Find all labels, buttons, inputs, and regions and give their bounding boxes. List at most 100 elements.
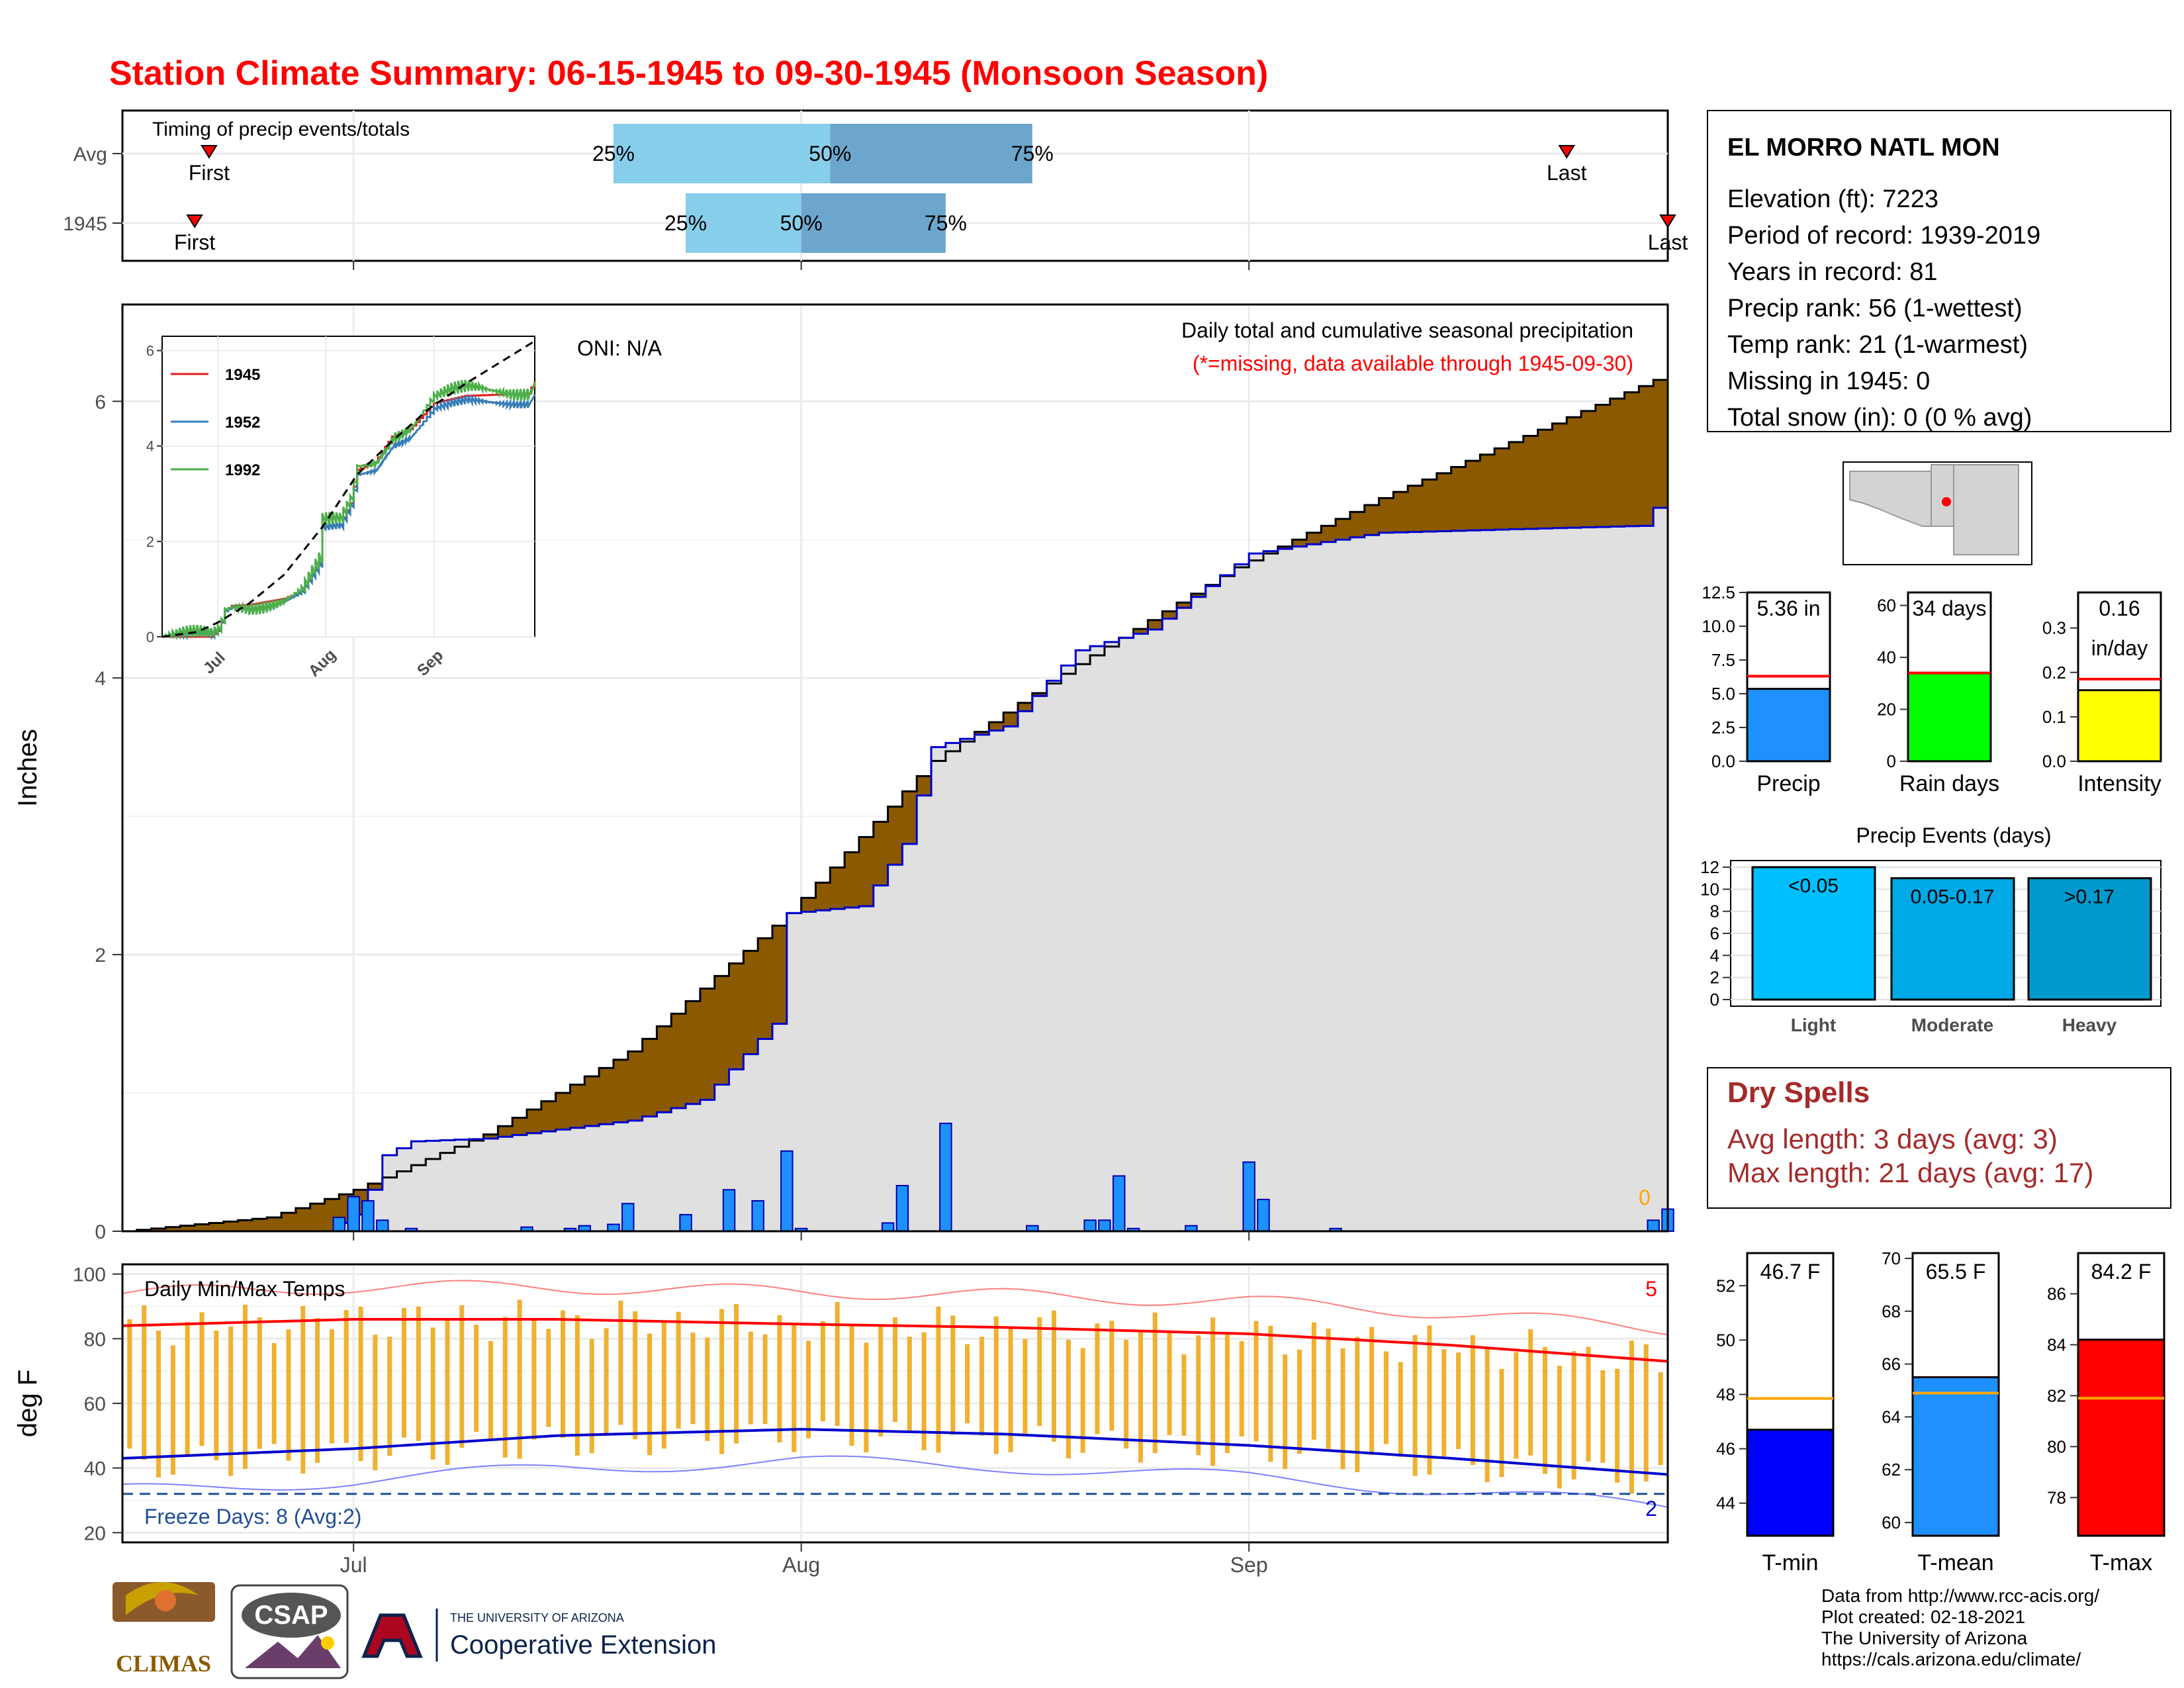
daily-temp-bar [199, 1312, 205, 1446]
station-info-line: Missing in 1945: 0 [1727, 367, 1930, 395]
daily-temp-bar [329, 1329, 334, 1444]
inset-legend-label: 1945 [225, 366, 260, 384]
daily-temp-bar [1239, 1340, 1244, 1437]
daily-temp-bar [1023, 1338, 1028, 1434]
daily-temp-bar [1124, 1339, 1129, 1449]
daily-temp-bar [835, 1301, 840, 1427]
daily-temp-bar [878, 1325, 884, 1437]
temp-bar-tick-label: 60 [1882, 1513, 1901, 1532]
daily-precip-bar [361, 1200, 375, 1233]
ua-logo: THE UNIVERSITY OF ARIZONA Cooperative Ex… [361, 1609, 716, 1662]
daily-precip-bar [722, 1189, 736, 1233]
daily-precip-bar [376, 1219, 389, 1232]
daily-precip-bar [895, 1185, 909, 1233]
daily-temp-bar [1109, 1321, 1115, 1431]
daily-temp-bar [1052, 1310, 1057, 1442]
daily-temp-bar [806, 1340, 811, 1438]
daily-precip-bar [1113, 1175, 1126, 1233]
summary-tick-label: 0.1 [2042, 707, 2066, 727]
timing-first-marker [186, 214, 203, 228]
csap-logo-text: CSAP [254, 1601, 328, 1630]
inset-y-tick-label: 0 [146, 629, 154, 645]
summary-tick-label: 12.5 [1702, 583, 1735, 602]
summary-bar-label: Precip [1756, 771, 1820, 796]
daily-temp-bar [762, 1334, 768, 1425]
daily-temp-bar [531, 1320, 537, 1440]
timing-last-marker [1558, 145, 1576, 159]
precip-panel: 0 2 4 6 Inches ONI: N/A Daily total and cum… [13, 303, 1674, 1243]
daily-temp-bar [1080, 1348, 1085, 1453]
precip-event-range: <0.05 [1788, 875, 1839, 897]
temp-y-tick-label: 60 [84, 1393, 106, 1415]
summary-value-text: 34 days [1912, 596, 1986, 620]
oni-label: ONI: N/A [577, 336, 662, 360]
daily-precip-bar [1647, 1219, 1660, 1232]
daily-temp-bar [1629, 1340, 1634, 1494]
daily-precip-bar [939, 1123, 952, 1232]
temp-bar-tick-label: 70 [1882, 1248, 1901, 1268]
station-info-line: Precip rank: 56 (1-wettest) [1727, 295, 2023, 322]
daily-temp-bar [1297, 1349, 1302, 1454]
summary-tick-label: 2.5 [1711, 718, 1735, 737]
inset-y-tick-label: 4 [146, 438, 154, 455]
observed-cumulative-line [122, 490, 1669, 1233]
footer-line: https://cals.arizona.edu/climate/ [1821, 1649, 2081, 1669]
daily-temp-bar [820, 1321, 825, 1422]
csap-logo: CSAP [230, 1584, 349, 1679]
daily-temp-bar [604, 1328, 609, 1434]
daily-temp-bar [1615, 1368, 1620, 1483]
daily-temp-bar [1311, 1322, 1316, 1440]
daily-precip-bar [1098, 1219, 1111, 1232]
daily-temp-bar [993, 1316, 999, 1454]
precip-y-tick-label: 4 [95, 668, 106, 690]
daily-precip-bar [1083, 1219, 1097, 1232]
temp-bar-tick-label: 44 [1716, 1493, 1735, 1513]
timing-q75-label: 75% [1011, 142, 1054, 165]
daily-temp-bar [156, 1331, 161, 1477]
precip-event-label: Moderate [1911, 1015, 1993, 1035]
daily-precip-bar [347, 1196, 360, 1233]
summary-tick-label: 7.5 [1711, 650, 1735, 670]
daily-temp-bar [1514, 1352, 1519, 1459]
daily-temp-bar [185, 1322, 190, 1455]
daily-temp-bar [1326, 1329, 1331, 1449]
daily-temp-bar [561, 1310, 566, 1438]
daily-temp-bar [1152, 1312, 1158, 1454]
events-tick-label: 12 [1700, 857, 1719, 877]
daily-temp-bar [343, 1310, 349, 1443]
ua-big-text: Cooperative Extension [450, 1630, 716, 1660]
precip-event-range: >0.17 [2064, 886, 2115, 908]
temp-bar-value [2077, 1338, 2165, 1537]
locator-map [1843, 461, 2032, 565]
precip-y-label: Inches [13, 729, 42, 807]
temp-bar-tick-label: 78 [2047, 1487, 2066, 1507]
daily-temp-bar [459, 1305, 465, 1448]
timing-q75-label: 75% [925, 211, 967, 235]
timing-q25-q50-bar [613, 124, 831, 183]
daily-temp-bar [1283, 1354, 1288, 1470]
events-tick-label: 8 [1710, 902, 1719, 921]
daily-temp-bar [792, 1324, 797, 1452]
daily-temp-bar [748, 1331, 753, 1425]
daily-precip-bar [607, 1223, 620, 1233]
daily-precip-bar [679, 1213, 692, 1233]
temp-panel: Daily Min/Max Temps Freeze Days: 8 (Avg:… [13, 261, 1669, 1577]
daily-temp-bar [1643, 1344, 1649, 1481]
timing-panel: Timing of precip events/totals Avg 25% 50%… [63, 109, 1688, 262]
events-tick-label: 0 [1710, 990, 1719, 1009]
daily-temp-bar [907, 1336, 912, 1431]
daily-temp-bar [1470, 1335, 1475, 1466]
precip-event-bar [1890, 877, 2015, 1001]
daily-temp-bar [1398, 1362, 1403, 1457]
daily-temp-bar [661, 1322, 666, 1449]
timing-panel-label: Timing of precip events/totals [152, 118, 410, 140]
temp-bar-tick-label: 84 [2047, 1335, 2066, 1354]
daily-precip-bar [332, 1217, 346, 1233]
summary-tick-label: 5.0 [1711, 684, 1735, 704]
summary-tick-label: 0.0 [1711, 751, 1735, 771]
daily-temp-bar [271, 1343, 277, 1444]
summary-bar-label: Intensity [2077, 771, 2161, 796]
daily-temp-bar [1224, 1334, 1230, 1454]
timing-last-marker [1659, 214, 1676, 228]
